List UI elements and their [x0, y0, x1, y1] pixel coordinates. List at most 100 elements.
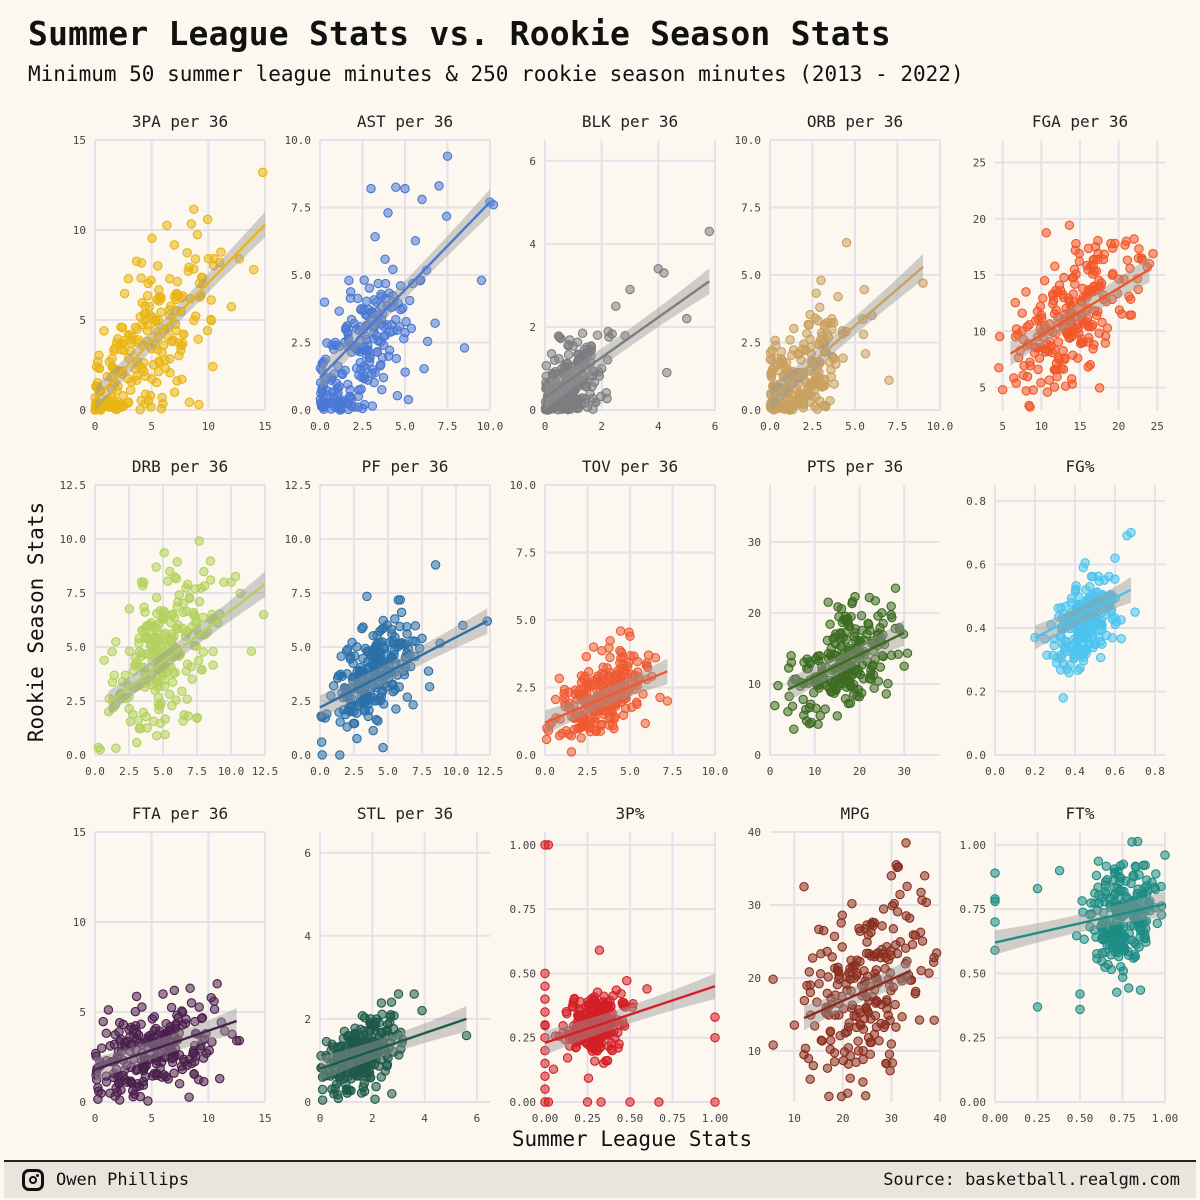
data-point	[886, 1039, 897, 1049]
data-point	[422, 336, 433, 347]
scatter-panels: 3PA per 36 0 5 10 15 0 5 10 15 AST per 36 0.0 2.5 5.…	[60, 112, 1179, 1125]
data-point	[598, 709, 609, 719]
data-point	[864, 948, 874, 959]
data-point	[897, 1012, 907, 1022]
data-point	[359, 371, 369, 382]
data-point	[146, 275, 156, 285]
panel-9: FG% 0.0 0.2 0.4 0.6 0.8 0.0 0.2 0.4 0.6 0.8	[966, 457, 1165, 778]
data-point	[1073, 592, 1084, 602]
x-tick-label: 4	[655, 420, 662, 433]
data-point	[1088, 572, 1098, 582]
data-point	[417, 194, 427, 205]
x-tick-label: 0.00	[982, 1112, 1009, 1125]
data-point	[184, 592, 195, 603]
data-point	[837, 910, 848, 920]
data-point	[153, 366, 164, 377]
data-point	[789, 724, 799, 734]
data-point	[587, 371, 598, 382]
data-point	[133, 1079, 143, 1089]
data-point	[147, 233, 157, 244]
data-point	[769, 382, 780, 392]
data-point	[169, 387, 180, 398]
data-point	[540, 981, 550, 992]
data-point	[1095, 652, 1106, 663]
data-point	[822, 680, 832, 691]
data-point	[1055, 285, 1066, 296]
y-tick-label: 2	[529, 321, 536, 334]
data-point	[319, 404, 329, 415]
data-point	[1032, 883, 1043, 894]
data-point	[159, 665, 169, 675]
x-tick-label: 0.00	[532, 1112, 559, 1125]
data-point	[1097, 625, 1107, 635]
data-point	[167, 336, 177, 347]
data-point	[904, 913, 915, 923]
data-point	[230, 571, 241, 582]
data-point	[1030, 316, 1041, 326]
x-tick-label: 0.0	[85, 765, 105, 778]
data-point	[442, 151, 453, 161]
data-point	[359, 1086, 370, 1097]
data-point	[767, 345, 777, 356]
data-point	[99, 326, 109, 336]
data-point	[865, 625, 875, 636]
data-point	[1116, 633, 1127, 644]
data-point	[188, 1048, 198, 1059]
data-point	[1107, 243, 1118, 253]
data-point	[602, 663, 612, 673]
data-point	[354, 322, 365, 332]
data-point	[1066, 598, 1076, 608]
y-tick-label: 7.5	[66, 587, 86, 600]
data-point	[890, 583, 901, 593]
data-point	[811, 703, 821, 713]
y-tick-label: 0.0	[966, 749, 986, 762]
data-point	[568, 1001, 579, 1012]
data-point	[584, 723, 594, 733]
data-point	[395, 621, 405, 632]
data-point	[571, 710, 581, 721]
data-point	[364, 356, 375, 367]
trend-line	[107, 583, 266, 705]
data-point	[589, 999, 599, 1009]
y-tick-label: 0.4	[966, 622, 986, 635]
x-tick-label: 30	[885, 1112, 898, 1125]
x-tick-label: 2.5	[119, 765, 139, 778]
y-tick-label: 15	[973, 269, 986, 282]
data-point	[198, 647, 209, 657]
data-point	[1118, 966, 1129, 976]
data-point	[997, 385, 1008, 395]
x-tick-label: 15	[258, 1112, 271, 1125]
panel-title: 3PA per 36	[132, 112, 228, 131]
data-point	[167, 677, 178, 688]
data-point	[206, 992, 216, 1003]
data-point	[620, 703, 631, 714]
data-point	[169, 292, 180, 302]
data-point	[377, 624, 387, 634]
data-point	[588, 642, 599, 652]
data-point	[836, 1091, 847, 1102]
y-tick-label: 0.2	[966, 685, 986, 698]
panel-10: FTA per 36 0 5 10 15 0 5 10 15	[73, 804, 272, 1125]
trend-line	[319, 201, 491, 379]
data-point	[1073, 665, 1083, 676]
y-tick-label: 0.0	[291, 749, 311, 762]
data-point	[561, 1007, 571, 1017]
data-point	[316, 737, 327, 747]
data-point	[402, 629, 412, 639]
data-point	[843, 1042, 854, 1053]
data-point	[382, 681, 392, 692]
panel-title: TOV per 36	[582, 457, 678, 476]
data-point	[160, 714, 170, 724]
data-point	[785, 335, 795, 345]
data-point	[1069, 649, 1079, 660]
data-point	[854, 635, 865, 646]
data-point	[546, 376, 556, 386]
data-point	[96, 1043, 107, 1053]
y-tick-label: 5.0	[516, 614, 536, 627]
x-tick-label: 12.5	[252, 765, 279, 778]
data-point	[367, 401, 378, 411]
data-point	[336, 651, 346, 662]
data-point	[124, 604, 135, 614]
data-point	[347, 637, 357, 648]
data-point	[598, 1058, 609, 1069]
